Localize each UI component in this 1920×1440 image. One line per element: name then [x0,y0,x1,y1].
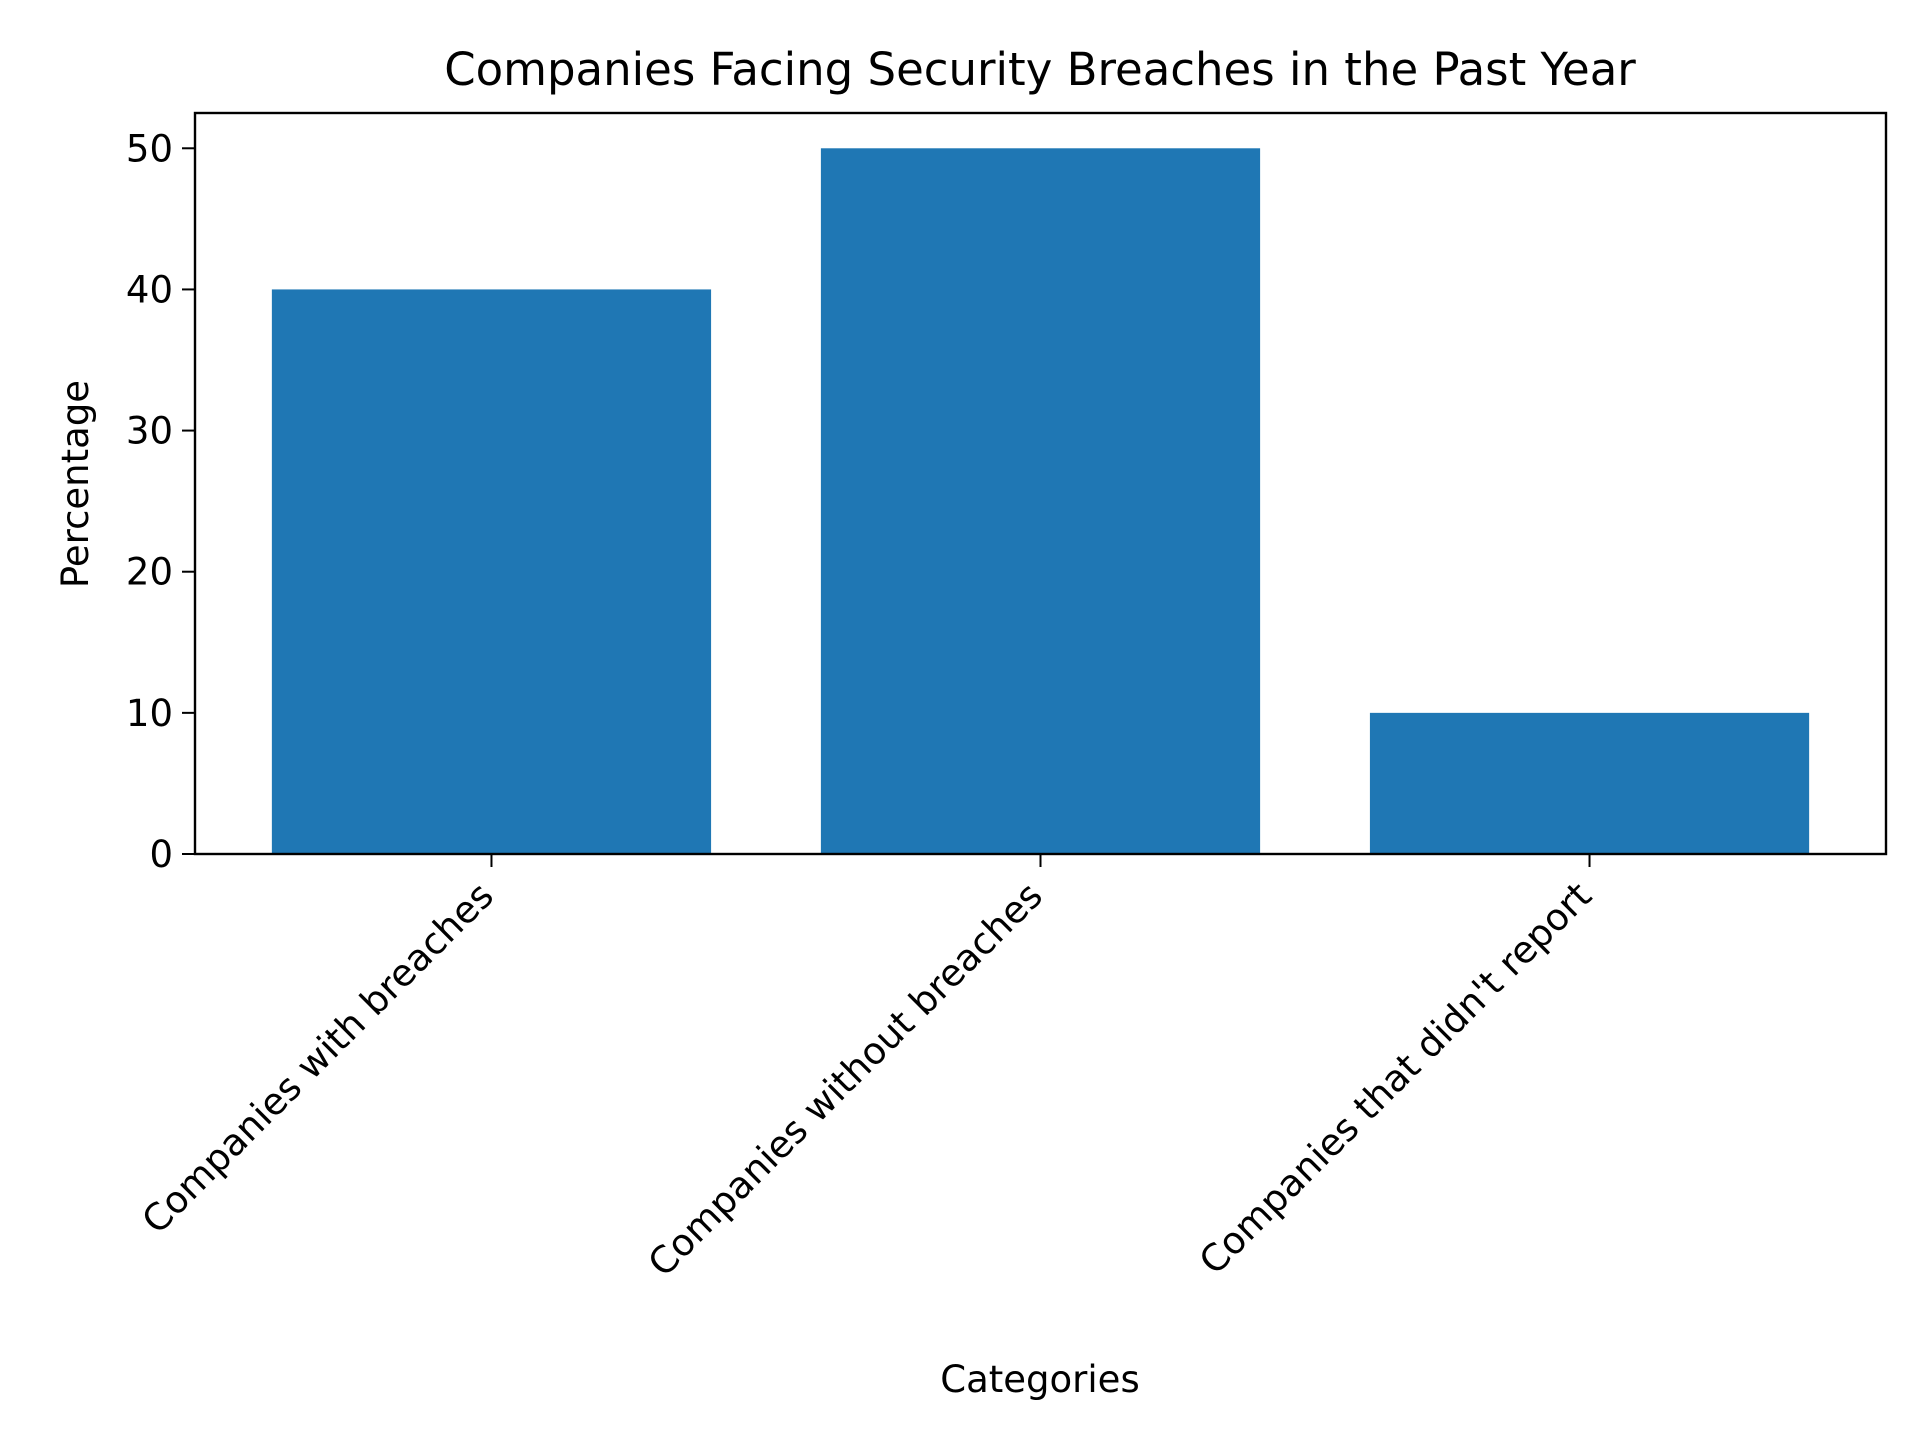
x-tick-label: Companies without breaches [640,874,1051,1285]
plot-frame [193,111,1888,856]
bar-2 [820,148,1261,855]
x-tick-label: Companies that didn't report [1191,874,1600,1283]
y-tick-label: 0 [149,833,173,876]
y-tick-label: 30 [126,410,173,453]
y-axis-label: Percentage [54,380,97,588]
bars-group [271,148,1810,855]
bar-3 [1369,712,1810,854]
y-tick-label: 40 [126,268,173,311]
y-tick-label: 10 [126,692,173,735]
y-tick-label: 20 [126,551,173,594]
y-tick-label: 50 [126,127,173,170]
x-tick-label: Companies with breaches [134,874,502,1242]
x-axis-ticks: Companies with breaches Companies without… [134,854,1600,1285]
chart-title: Companies Facing Security Breaches in th… [444,43,1636,96]
y-axis-ticks: 0 10 20 30 40 50 [126,127,195,876]
x-axis-label: Categories [940,1358,1139,1401]
bar-1 [271,289,712,854]
